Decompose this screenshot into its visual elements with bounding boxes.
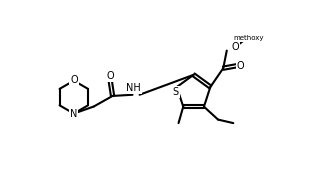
Text: O: O — [106, 71, 114, 81]
Text: N: N — [70, 109, 78, 119]
Text: O: O — [70, 75, 78, 85]
Text: O: O — [231, 42, 239, 52]
Text: methoxy: methoxy — [233, 35, 264, 41]
Text: S: S — [173, 87, 179, 97]
Text: NH: NH — [126, 83, 141, 93]
Text: O: O — [237, 61, 244, 71]
